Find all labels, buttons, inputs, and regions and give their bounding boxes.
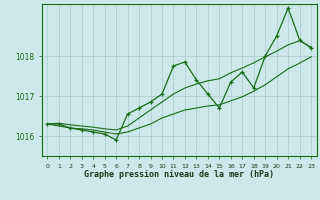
- X-axis label: Graphe pression niveau de la mer (hPa): Graphe pression niveau de la mer (hPa): [84, 170, 274, 179]
